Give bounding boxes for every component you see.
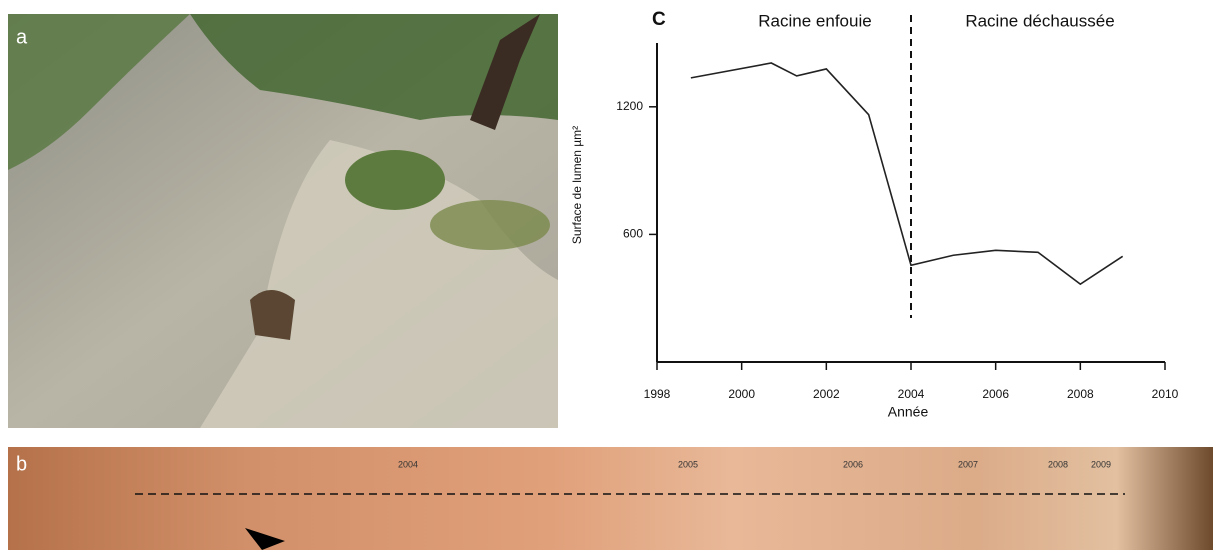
panel-label: a bbox=[16, 26, 28, 48]
x-tick-label: 2000 bbox=[728, 387, 755, 401]
photo-vegetation bbox=[8, 14, 190, 170]
photo-a: a bbox=[8, 14, 558, 428]
annotation: Racine enfouie bbox=[758, 11, 871, 30]
x-tick-label: 2004 bbox=[898, 387, 925, 401]
y-tick-label: 600 bbox=[623, 227, 643, 241]
strip-year-label: 2008 bbox=[1048, 459, 1068, 469]
strip-background bbox=[8, 447, 1213, 550]
x-tick-label: 2008 bbox=[1067, 387, 1094, 401]
photo-trunk bbox=[470, 14, 540, 130]
x-tick-label: 2010 bbox=[1152, 387, 1179, 401]
y-axis-label: Surface de lumen µm² bbox=[570, 126, 584, 244]
x-tick-label: 2002 bbox=[813, 387, 840, 401]
photo-vegetation bbox=[190, 14, 558, 120]
photo-shrub bbox=[345, 150, 445, 210]
strip-year-label: 2006 bbox=[843, 459, 863, 469]
photo-b: b 2004 2005 2006 2007 2008 2009 bbox=[8, 447, 1213, 550]
photo-root bbox=[250, 290, 295, 340]
strip-year-label: 2007 bbox=[958, 459, 978, 469]
y-tick-label: 1200 bbox=[616, 99, 643, 113]
data-line bbox=[690, 62, 1124, 286]
x-tick-label: 2006 bbox=[982, 387, 1009, 401]
strip-year-label: 2005 bbox=[678, 459, 698, 469]
strip-year-label: 2009 bbox=[1091, 459, 1111, 469]
arrowhead bbox=[245, 528, 285, 550]
photo-shrub bbox=[430, 200, 550, 250]
line-chart: C Année Surface de lumen µm² 1998 2000 200… bbox=[570, 9, 1178, 420]
panel-label: b bbox=[16, 453, 27, 475]
panel-label: C bbox=[652, 9, 666, 30]
strip-year-label: 2004 bbox=[398, 459, 418, 469]
x-axis-label: Année bbox=[888, 404, 929, 420]
x-tick-label: 1998 bbox=[644, 387, 671, 401]
annotation: Racine déchaussée bbox=[965, 11, 1114, 30]
